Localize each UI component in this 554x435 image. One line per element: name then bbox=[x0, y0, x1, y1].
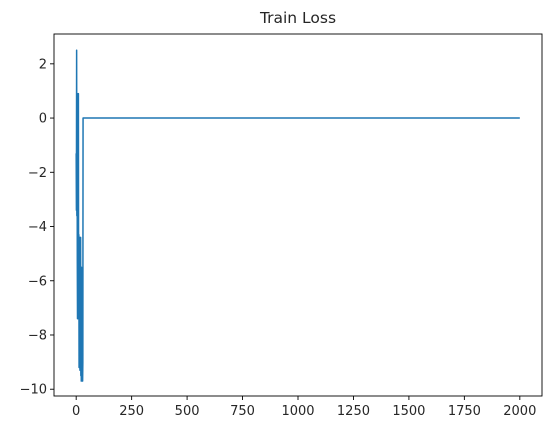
x-axis-ticks: 0 250 500 750 1000 1250 1500 1750 2000 bbox=[72, 396, 536, 419]
plot-frame bbox=[53, 33, 543, 397]
x-tick-label: 1750 bbox=[448, 404, 481, 419]
y-axis-ticks: 2 0 −2 −4 −6 −8 −10 bbox=[20, 57, 54, 398]
x-tick-label: 250 bbox=[119, 404, 144, 419]
x-tick-label: 750 bbox=[230, 404, 255, 419]
series-line-0 bbox=[75, 49, 520, 382]
plot-background bbox=[54, 34, 542, 396]
series-layer bbox=[75, 49, 520, 382]
x-tick-label: 1000 bbox=[281, 404, 314, 419]
y-tick-label: 2 bbox=[39, 57, 47, 72]
x-tick-label: 500 bbox=[175, 404, 200, 419]
x-tick-label: 2000 bbox=[503, 404, 536, 419]
y-tick-label: −2 bbox=[28, 166, 47, 181]
y-tick-label: −4 bbox=[28, 220, 47, 235]
y-tick-label: −8 bbox=[28, 328, 47, 343]
x-tick-label: 1250 bbox=[337, 404, 370, 419]
x-tick-label: 1500 bbox=[392, 404, 425, 419]
y-tick-label: 0 bbox=[39, 112, 47, 127]
x-tick-label: 0 bbox=[72, 404, 80, 419]
chart-title: Train Loss bbox=[259, 9, 336, 27]
y-tick-label: −6 bbox=[28, 274, 47, 289]
y-tick-label: −10 bbox=[20, 383, 47, 398]
